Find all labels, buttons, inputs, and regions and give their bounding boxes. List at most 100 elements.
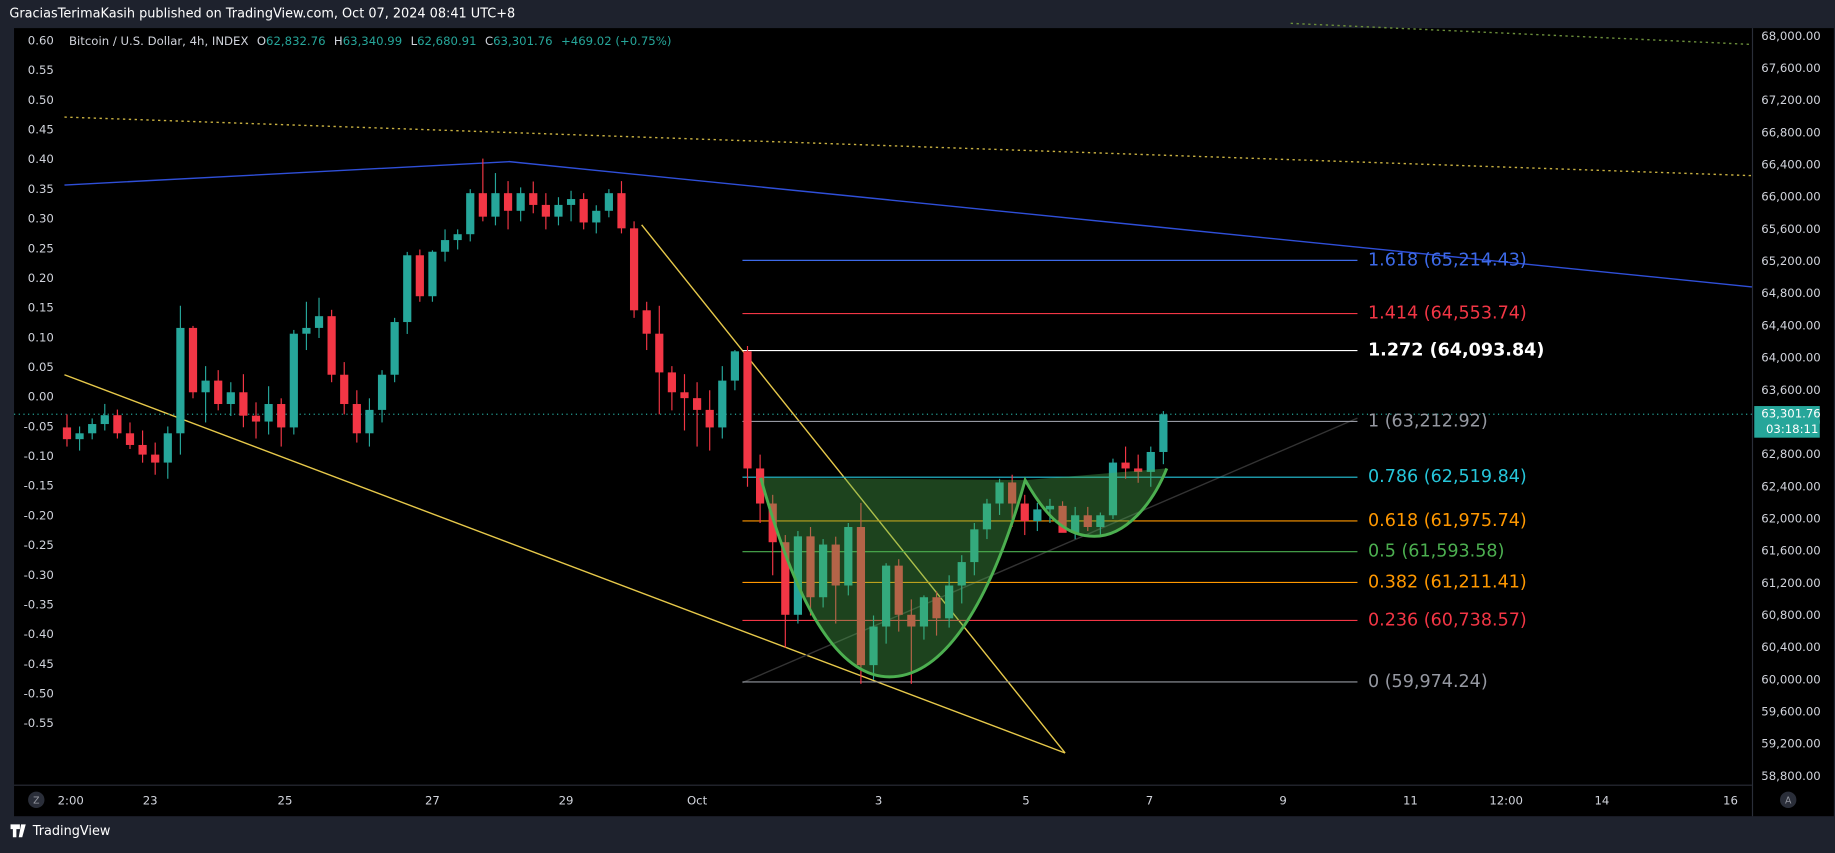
candle-body [932,597,941,619]
candle-body [566,199,576,205]
y2-tick-label: -0.05 [24,419,54,433]
candle-body [163,433,172,463]
x-tick-label: 2:00 [58,793,84,807]
candle-body [667,372,676,393]
y-tick-label: 62,800.00 [1761,447,1820,461]
y-tick-label: 61,200.00 [1761,576,1820,590]
y-tick-label: 67,600.00 [1761,61,1820,75]
candle-body [730,351,739,381]
y2-tick-label: 0.20 [28,271,54,285]
legend-key: H [334,33,343,47]
y-tick-label: 60,800.00 [1761,608,1820,622]
legend-value: 63,301.76 [493,33,552,47]
x-tick-label: 16 [1723,793,1738,807]
labels: 68,000.00 67,600.00 67,200.00 66,800.00 66,4… [24,29,1821,808]
y-tick-label: 66,000.00 [1761,190,1820,204]
candle-body [642,310,651,334]
y2-tick-label: 0.00 [28,390,54,404]
candle-body [541,204,550,217]
candle-body [680,392,689,399]
candle-body [113,415,122,434]
auto-scale-icon: A [1785,795,1792,806]
candle-body [718,380,727,428]
candle-body [503,193,513,211]
y-tick-label: 66,800.00 [1761,125,1820,139]
candle-body [251,415,261,422]
candle-body [1096,515,1105,528]
cup-handle [759,467,1169,679]
fib-label: 0.236 (60,738.57) [1368,610,1527,630]
legend-value: 62,680.91 [417,33,476,47]
candle-body [352,404,361,434]
y2-tick-label: -0.50 [24,686,54,700]
candle-body [75,433,84,440]
zoom-button[interactable] [28,791,45,809]
y-tick-label: 60,000.00 [1761,672,1820,686]
candle-body [655,333,664,373]
candle-body [919,597,929,627]
candle-body [592,210,601,223]
y-tick-label: 66,400.00 [1761,158,1820,172]
candle-body [579,199,588,223]
trendline [64,160,1752,288]
footer: TradingView [32,824,111,839]
x-tick-label: 7 [1146,793,1153,807]
y2-tick-label: 0.10 [28,330,54,344]
candle-body [188,327,198,393]
auto-scale-button[interactable] [1779,791,1797,809]
y2-tick-label: -0.10 [24,449,54,463]
candle-body [289,333,298,428]
logo [10,824,26,838]
candle-body [277,404,286,428]
y2-tick-label: 0.55 [28,63,54,77]
y-tick-label: 61,600.00 [1761,544,1820,558]
candle-body [982,503,992,530]
candle-body [478,193,487,217]
candle-body [781,542,790,615]
candle-body [365,409,374,434]
y2-tick-label: 0.60 [28,33,54,47]
y-tick-label: 60,400.00 [1761,640,1820,654]
y-tick-label: 65,600.00 [1761,222,1820,236]
candle-body [201,380,210,393]
candle-body [1083,515,1092,528]
candle-body [705,409,714,428]
candle-body [491,193,500,217]
x-tick-label: 12:00 [1489,793,1523,807]
y2-tick-label: 0.40 [28,152,54,166]
plot-background [14,28,1834,817]
legend-key: O [257,33,266,47]
candle-body [1071,515,1080,533]
x-tick-label: 9 [1279,793,1286,807]
candle-body [125,433,135,445]
candle-body [340,374,349,405]
candle-body [844,527,853,586]
candle-body [1045,505,1055,510]
candle-body [1033,509,1042,522]
x-tick-label: 25 [278,793,293,807]
x-tick-label: 5 [1022,793,1029,807]
candle-body [151,454,160,463]
y-tick-label: 59,600.00 [1761,705,1820,719]
candles [62,158,1168,684]
y-tick-label: 64,800.00 [1761,286,1820,300]
cup-fill [760,477,1026,677]
countdown: 03:18:11 [1766,422,1818,436]
candle-body [995,482,1004,504]
candle-body [1108,462,1118,516]
candle-body [831,544,840,586]
candle-body [88,424,97,434]
candle-body [856,527,866,666]
trendline [641,224,1066,754]
fib-label: 0.618 (61,975.74) [1368,511,1527,531]
y2-tick-label: -0.35 [24,597,54,611]
y-tick-label: 65,200.00 [1761,254,1820,268]
candle-body [100,415,109,425]
trendline [1290,22,1752,46]
candle-body [415,255,424,297]
y2-tick-label: -0.25 [24,538,54,552]
y2-tick-label: -0.45 [24,657,54,671]
y-tick-label: 62,400.00 [1761,479,1820,493]
legend-value: 62,832.76 [266,33,325,47]
